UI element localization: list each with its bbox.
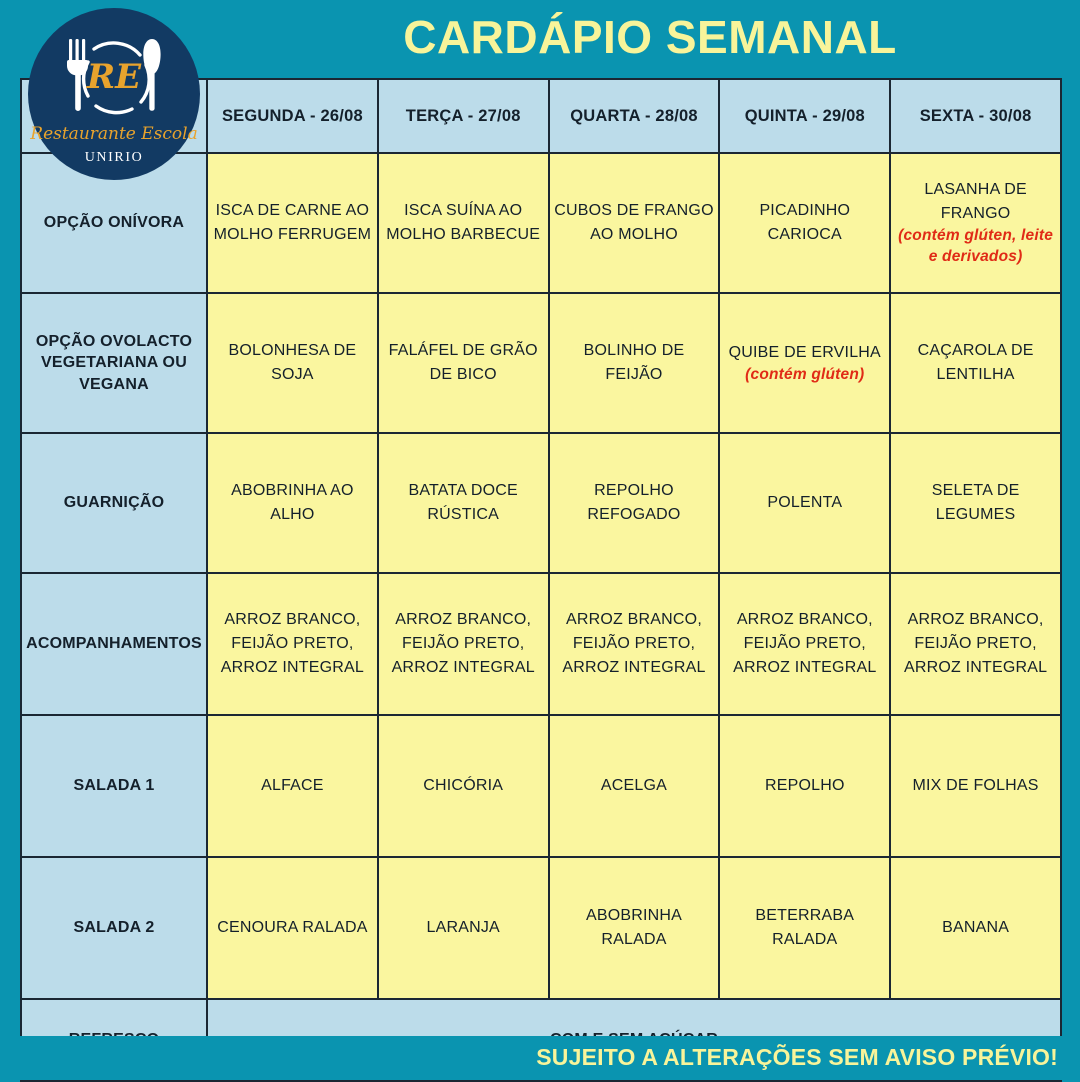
row-label-salada-2: SALADA 2: [20, 856, 208, 1000]
dish-text: BOLONHESA DE SOJA: [228, 342, 357, 383]
day-header-segunda: SEGUNDA - 26/08: [206, 78, 379, 154]
row-label-guarnicao: GUARNIÇÃO: [20, 432, 208, 574]
day-header-terca: TERÇA - 27/08: [376, 78, 550, 154]
dish-text: PICADINHO CARIOCA: [759, 202, 851, 243]
table-row: OPÇÃO ONÍVORA ISCA DE CARNE AO MOLHO FER…: [20, 152, 1062, 294]
menu-cell: ISCA DE CARNE AO MOLHO FERRUGEM: [206, 152, 379, 294]
dish-text: CENOURA RALADA: [217, 919, 368, 936]
dish-text: LASANHA DE FRANGO: [924, 181, 1027, 223]
row-label-acompanhamentos: ACOMPANHAMENTOS: [20, 572, 208, 716]
menu-cell: ARROZ BRANCO, FEIJÃO PRETO, ARROZ INTEGR…: [547, 572, 721, 716]
menu-cell: SELETA DE LEGUMES: [889, 432, 1062, 574]
day-header-sexta: SEXTA - 30/08: [889, 78, 1062, 154]
table-row: SALADA 1 ALFACE CHICÓRIA ACELGA REPOLHO …: [20, 714, 1062, 858]
menu-cell: REPOLHO REFOGADO: [547, 432, 721, 574]
dish-text: BATATA DOCE RÚSTICA: [408, 482, 518, 523]
dish-text: REPOLHO: [764, 777, 845, 794]
dish-text: ABOBRINHA RALADA: [585, 907, 683, 948]
dish-text: ALFACE: [261, 777, 324, 794]
dish-text: CAÇAROLA DE LENTILHA: [917, 342, 1034, 383]
allergen-note: (contém glúten, leite e derivados): [898, 227, 1054, 265]
page-footer: SUJEITO A ALTERAÇÕES SEM AVISO PRÉVIO!: [0, 1036, 1080, 1080]
menu-cell: CAÇAROLA DE LENTILHA: [889, 292, 1062, 434]
dish-text: ARROZ BRANCO, FEIJÃO PRETO, ARROZ INTEGR…: [733, 611, 877, 676]
menu-cell: CENOURA RALADA: [206, 856, 379, 1000]
dish-text: ISCA DE CARNE AO MOLHO FERRUGEM: [213, 202, 372, 243]
menu-cell: ARROZ BRANCO, FEIJÃO PRETO, ARROZ INTEGR…: [376, 572, 550, 716]
row-label-vegetariana: OPÇÃO OVOLACTO VEGETARIANA OU VEGANA: [20, 292, 208, 434]
dish-text: BETERRABA RALADA: [755, 907, 855, 948]
menu-cell: ARROZ BRANCO, FEIJÃO PRETO, ARROZ INTEGR…: [718, 572, 892, 716]
table-row: SALADA 2 CENOURA RALADA LARANJA ABOBRINH…: [20, 856, 1062, 1000]
dish-text: MIX DE FOLHAS: [912, 777, 1039, 794]
dish-text: ACELGA: [600, 777, 668, 794]
page-title: CARDÁPIO SEMANAL: [403, 11, 897, 63]
allergen-note: (contém glúten): [745, 365, 865, 383]
dish-text: SELETA DE LEGUMES: [931, 482, 1020, 523]
menu-cell: BOLONHESA DE SOJA: [206, 292, 379, 434]
dish-text: ARROZ BRANCO, FEIJÃO PRETO, ARROZ INTEGR…: [562, 611, 706, 676]
menu-cell: QUIBE DE ERVILHA (contém glúten): [718, 292, 892, 434]
menu-cell: ABOBRINHA RALADA: [547, 856, 721, 1000]
menu-cell: ARROZ BRANCO, FEIJÃO PRETO, ARROZ INTEGR…: [889, 572, 1062, 716]
menu-cell: BANANA: [889, 856, 1062, 1000]
restaurante-escola-logo: RE Restaurante Escola UNIRIO: [28, 8, 200, 180]
menu-cell: PICADINHO CARIOCA: [718, 152, 892, 294]
menu-cell: ARROZ BRANCO, FEIJÃO PRETO, ARROZ INTEGR…: [206, 572, 379, 716]
menu-cell: CUBOS DE FRANGO AO MOLHO: [547, 152, 721, 294]
logo-monogram: RE: [86, 57, 142, 97]
menu-cell: ALFACE: [206, 714, 379, 858]
dish-text: REPOLHO REFOGADO: [587, 482, 681, 523]
dish-text: BOLINHO DE FEIJÃO: [583, 342, 685, 383]
knife-icon: [143, 39, 161, 111]
menu-cell: MIX DE FOLHAS: [889, 714, 1062, 858]
menu-cell: ISCA SUÍNA AO MOLHO BARBECUE: [376, 152, 550, 294]
dish-text: QUIBE DE ERVILHA: [728, 343, 881, 361]
menu-cell: CHICÓRIA: [376, 714, 550, 858]
dish-text: ARROZ BRANCO, FEIJÃO PRETO, ARROZ INTEGR…: [220, 611, 365, 676]
dish-text: CUBOS DE FRANGO AO MOLHO: [554, 202, 714, 243]
table-row: ACOMPANHAMENTOS ARROZ BRANCO, FEIJÃO PRE…: [20, 572, 1062, 716]
dish-text: ARROZ BRANCO, FEIJÃO PRETO, ARROZ INTEGR…: [903, 611, 1048, 676]
dish-text: LARANJA: [426, 919, 500, 936]
footer-disclaimer: SUJEITO A ALTERAÇÕES SEM AVISO PRÉVIO!: [536, 1044, 1058, 1070]
weekly-menu-table: SEGUNDA - 26/08 TERÇA - 27/08 QUARTA - 2…: [20, 78, 1062, 1082]
table-row: OPÇÃO OVOLACTO VEGETARIANA OU VEGANA BOL…: [20, 292, 1062, 434]
dish-text: ARROZ BRANCO, FEIJÃO PRETO, ARROZ INTEGR…: [391, 611, 535, 676]
menu-cell: BETERRABA RALADA: [718, 856, 892, 1000]
dish-text: ABOBRINHA AO ALHO: [231, 482, 354, 523]
menu-cell: REPOLHO: [718, 714, 892, 858]
table-row: GUARNIÇÃO ABOBRINHA AO ALHO BATATA DOCE …: [20, 432, 1062, 574]
logo-institution: UNIRIO: [85, 150, 144, 165]
menu-cell: BOLINHO DE FEIJÃO: [547, 292, 721, 434]
menu-cell: LARANJA: [376, 856, 550, 1000]
menu-cell: POLENTA: [718, 432, 892, 574]
menu-cell: ABOBRINHA AO ALHO: [206, 432, 379, 574]
dish-text: ISCA SUÍNA AO MOLHO BARBECUE: [386, 202, 541, 243]
menu-cell: ACELGA: [547, 714, 721, 858]
dish-text: POLENTA: [767, 494, 843, 511]
menu-cell: FALÁFEL DE GRÃO DE BICO: [376, 292, 550, 434]
logo-script-name: Restaurante Escola: [29, 124, 197, 144]
dish-text: BANANA: [942, 919, 1010, 936]
dish-text: FALÁFEL DE GRÃO DE BICO: [388, 342, 538, 383]
menu-cell: BATATA DOCE RÚSTICA: [376, 432, 550, 574]
dish-text: CHICÓRIA: [423, 777, 504, 794]
row-label-salada-1: SALADA 1: [20, 714, 208, 858]
day-header-quinta: QUINTA - 29/08: [718, 78, 892, 154]
day-header-quarta: QUARTA - 28/08: [547, 78, 721, 154]
menu-cell: LASANHA DE FRANGO (contém glúten, leite …: [889, 152, 1062, 294]
